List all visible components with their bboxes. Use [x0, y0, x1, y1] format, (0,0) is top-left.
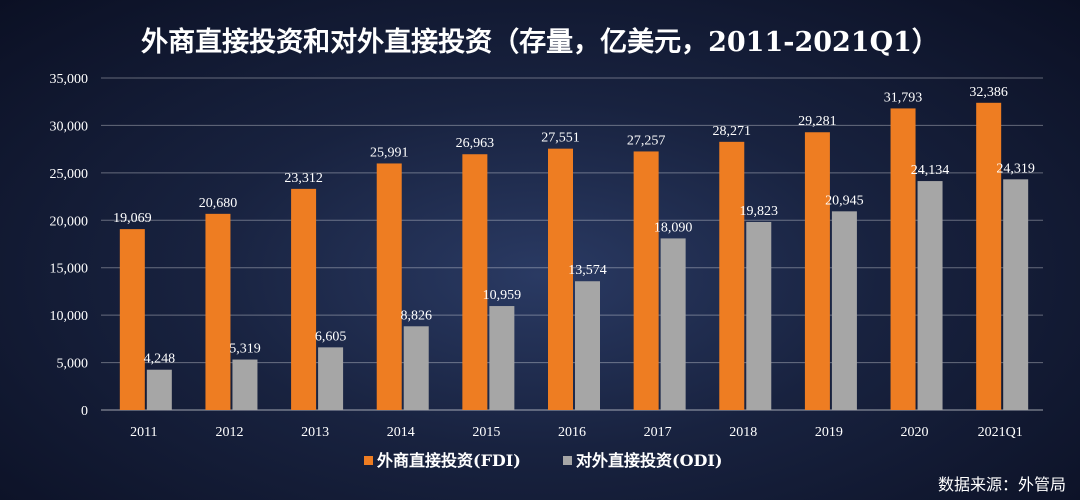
- data-label-odi: 13,574: [568, 263, 607, 278]
- bar-odi: [403, 326, 429, 410]
- data-label-odi: 5,319: [229, 342, 261, 357]
- bar-fdi: [804, 132, 830, 411]
- x-tick-label: 2013: [301, 425, 329, 440]
- bar-odi: [318, 347, 344, 410]
- bar-odi: [1003, 179, 1029, 410]
- x-tick-label: 2011: [130, 425, 157, 440]
- legend-swatch-fdi: [364, 456, 373, 465]
- data-label-fdi: 27,257: [627, 133, 666, 148]
- chart-title: 外商直接投资和对外直接投资（存量，亿美元，2011-2021Q1）: [141, 26, 939, 58]
- data-label-odi: 10,959: [483, 288, 522, 303]
- bar-odi: [146, 369, 172, 410]
- bar-odi: [575, 281, 600, 410]
- y-tick-label: 5,000: [57, 357, 89, 372]
- data-label-odi: 4,248: [144, 352, 176, 367]
- data-label-fdi: 26,963: [456, 136, 495, 151]
- data-label-odi: 8,826: [400, 308, 432, 323]
- data-label-fdi: 20,680: [199, 196, 238, 211]
- data-label-fdi: 28,271: [713, 124, 752, 139]
- x-tick-label: 2012: [215, 425, 243, 440]
- bar-odi: [232, 359, 258, 410]
- bar-odi: [831, 211, 857, 410]
- source-note: 数据来源：外管局: [938, 475, 1066, 494]
- data-label-odi: 24,134: [911, 163, 950, 178]
- bar-fdi: [976, 102, 1002, 410]
- bar-fdi: [291, 188, 317, 410]
- x-tick-label: 2015: [472, 425, 500, 440]
- data-label-odi: 24,319: [996, 161, 1035, 176]
- bar-fdi: [205, 213, 231, 410]
- y-tick-label: 15,000: [50, 262, 89, 277]
- bar-odi: [489, 306, 515, 410]
- data-label-fdi: 23,312: [284, 171, 323, 186]
- bar-odi: [746, 221, 772, 410]
- data-label-fdi: 29,281: [798, 114, 837, 129]
- bar-fdi: [890, 108, 916, 410]
- legend: 外商直接投资(FDI) 对外直接投资(ODI): [364, 451, 722, 470]
- bar-fdi: [119, 229, 145, 410]
- bar-fdi: [376, 163, 402, 410]
- legend-label-fdi: 外商直接投资(FDI): [376, 451, 521, 470]
- data-label-fdi: 31,793: [884, 90, 923, 105]
- y-tick-label: 30,000: [50, 119, 89, 134]
- data-label-odi: 18,090: [654, 220, 693, 235]
- bars-group: 19,069 4,248 20,680 5,319 23,312 6,605 25,991 8…: [113, 85, 1035, 411]
- y-tick-label: 20,000: [50, 214, 89, 229]
- y-tick-label: 25,000: [50, 167, 89, 182]
- bar-fdi: [719, 141, 745, 410]
- data-label-odi: 19,823: [740, 204, 779, 219]
- bar-odi: [660, 238, 686, 410]
- legend-swatch-odi: [563, 456, 572, 465]
- y-tick-label: 0: [81, 404, 88, 419]
- bar-fdi: [462, 154, 488, 410]
- bar-fdi: [633, 151, 659, 411]
- bar-fdi: [548, 148, 573, 410]
- data-label-fdi: 25,991: [370, 145, 409, 160]
- bar-odi: [917, 181, 943, 410]
- x-tick-label: 2016: [558, 425, 586, 440]
- y-tick-label: 10,000: [50, 309, 89, 324]
- data-label-fdi: 19,069: [113, 211, 152, 226]
- data-label-odi: 20,945: [825, 193, 864, 208]
- data-label-odi: 6,605: [315, 329, 347, 344]
- x-tick-label: 2018: [729, 425, 757, 440]
- y-axis: 0 5,000 10,000 15,000 20,000 25,000 30,000 35,0…: [50, 72, 89, 419]
- x-tick-label: 2017: [644, 425, 672, 440]
- x-tick-label: 2021Q1: [978, 425, 1023, 440]
- data-label-fdi: 27,551: [541, 131, 580, 146]
- x-tick-label: 2020: [901, 425, 929, 440]
- legend-label-odi: 对外直接投资(ODI): [576, 451, 722, 470]
- x-tick-label: 2014: [387, 425, 415, 440]
- x-axis: 2011 2012 2013 2014 2015 2016 2017 2018 2019 2020…: [130, 425, 1023, 440]
- data-label-fdi: 32,386: [969, 85, 1008, 100]
- x-tick-label: 2019: [815, 425, 843, 440]
- y-tick-label: 35,000: [50, 72, 89, 87]
